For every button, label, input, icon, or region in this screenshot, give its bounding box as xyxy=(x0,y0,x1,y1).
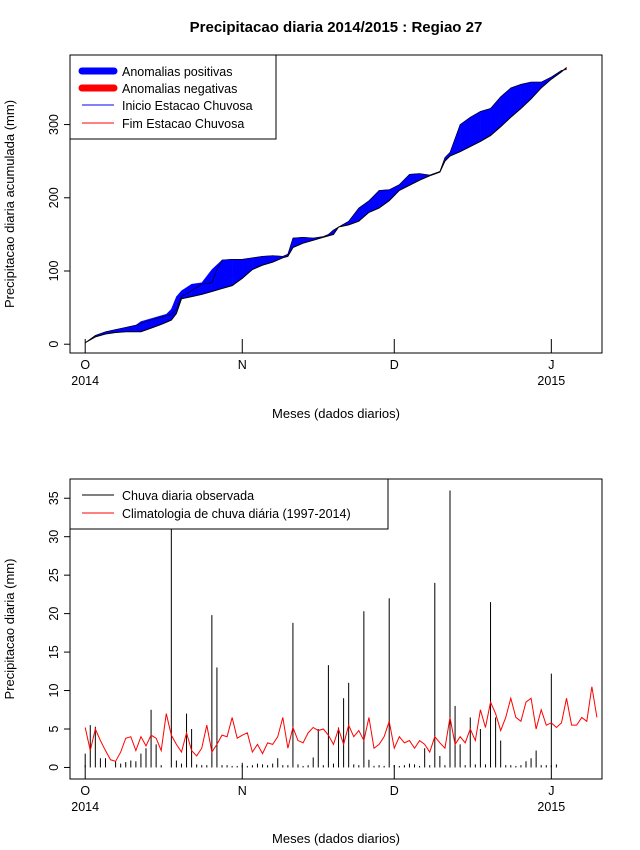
positive-anomaly-area xyxy=(530,81,542,100)
legend-label-positive: Anomalias positivas xyxy=(122,65,232,79)
positive-anomaly-area xyxy=(242,257,253,279)
x-tick-label: O xyxy=(80,784,90,798)
y-axis-label-cumulative: Precipitacao diaria acumulada (mm) xyxy=(2,100,17,308)
y-tick-label: 25 xyxy=(47,568,61,582)
x-tick-label: D xyxy=(390,784,399,798)
climatology-cumulative-line xyxy=(85,69,567,343)
y-tick-label: 20 xyxy=(47,607,61,621)
legend-box-daily xyxy=(69,478,389,530)
y-tick-label: 15 xyxy=(47,645,61,659)
positive-anomaly-area xyxy=(201,268,213,295)
y-axis-daily: 0 5 10 15 20 25 30 35 xyxy=(47,491,71,771)
x-axis-daily: O 2014 N D J 2015 xyxy=(71,765,565,814)
x-axis-label-daily: Meses (dados diarios) xyxy=(272,831,400,846)
x-tick-label: O xyxy=(80,358,90,372)
y-tick-label: 300 xyxy=(47,114,61,135)
legend-label-inicio: Inicio Estacao Chuvosa xyxy=(122,99,253,113)
legend-daily: Chuva diaria observada Climatologia de c… xyxy=(69,478,389,530)
legend-label-negative: Anomalias negativas xyxy=(122,82,237,96)
observed-cumulative-line xyxy=(84,67,567,344)
y-tick-label: 30 xyxy=(47,530,61,544)
climatology-daily-line xyxy=(84,686,598,762)
x-tick-year-label: 2014 xyxy=(71,374,99,388)
x-tick-year-label: 2014 xyxy=(71,800,99,814)
observed-daily-bars xyxy=(84,490,557,768)
positive-anomaly-area xyxy=(459,116,471,152)
y-axis-label-daily: Precipitacao diaria (mm) xyxy=(2,559,17,700)
positive-anomaly-area xyxy=(292,237,304,248)
positive-anomaly-area xyxy=(409,173,420,186)
y-axis-cumulative: 0 100 200 300 xyxy=(47,114,71,348)
legend-label-fim: Fim Estacao Chuvosa xyxy=(122,117,244,131)
positive-anomaly-area xyxy=(221,259,233,289)
x-axis-cumulative: O 2014 N D J 2015 xyxy=(71,339,565,388)
positive-anomaly-area xyxy=(358,200,370,222)
cumulative-panel: 0 100 200 300 O 2014 N D J 2015 Meses (dados dia… xyxy=(2,54,603,421)
legend-label-climatology: Climatologia de chuva diária (1997-2014) xyxy=(122,507,351,521)
positive-anomaly-area xyxy=(520,81,532,109)
positive-anomaly-area xyxy=(211,259,223,292)
y-tick-label: 10 xyxy=(47,684,61,698)
y-tick-label: 35 xyxy=(47,491,61,505)
x-tick-label: N xyxy=(238,784,247,798)
positive-anomaly-area xyxy=(500,87,511,128)
daily-panel: 0 5 10 15 20 25 30 35 O 2014 N D J 2015 Meses (dados… xyxy=(2,478,603,846)
positive-anomaly-area xyxy=(378,189,390,209)
y-tick-label: 0 xyxy=(47,341,61,348)
y-tick-label: 100 xyxy=(47,261,61,282)
legend-label-observed: Chuva diaria observada xyxy=(122,489,254,503)
y-tick-label: 5 xyxy=(47,725,61,732)
legend-cumulative: Anomalias positivas Anomalias negativas … xyxy=(69,54,277,140)
x-tick-year-label: 2015 xyxy=(537,374,565,388)
x-tick-year-label: 2015 xyxy=(537,800,565,814)
x-tick-label: J xyxy=(548,784,554,798)
x-axis-label-cumulative: Meses (dados diarios) xyxy=(272,406,400,421)
x-tick-label: D xyxy=(390,358,399,372)
x-tick-label: N xyxy=(238,358,247,372)
y-tick-label: 0 xyxy=(47,764,61,771)
positive-anomaly-area xyxy=(135,321,142,332)
positive-anomaly-area xyxy=(348,207,359,226)
x-tick-label: J xyxy=(548,358,554,372)
y-tick-label: 200 xyxy=(47,187,61,208)
chart-title: Precipitacao diaria 2014/2015 : Regiao 2… xyxy=(190,19,483,36)
